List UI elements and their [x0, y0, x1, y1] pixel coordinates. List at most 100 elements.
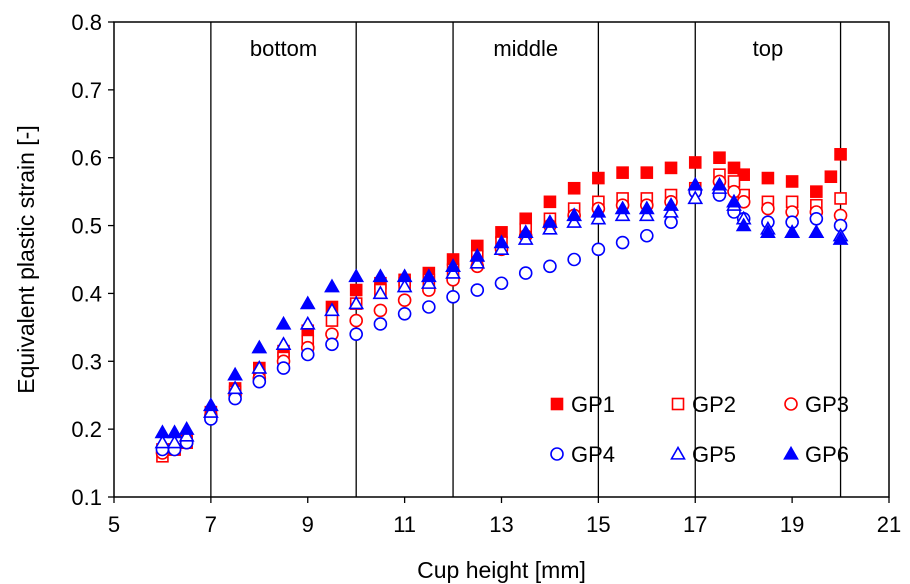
series-gp5 [154, 180, 849, 449]
y-tick-label: 0.5 [71, 214, 102, 239]
data-point [517, 231, 534, 245]
data-point [469, 247, 486, 262]
data-point [518, 266, 533, 280]
data-point [252, 374, 267, 389]
data-point [349, 327, 363, 341]
data-point [664, 161, 678, 175]
data-point [713, 151, 726, 165]
data-point [687, 176, 704, 191]
x-tick-label: 17 [683, 512, 707, 537]
data-point [299, 315, 316, 330]
data-point [726, 193, 742, 208]
data-point [166, 424, 183, 439]
data-point [349, 283, 363, 297]
data-point [324, 302, 340, 317]
legend-label: GP3 [805, 392, 849, 417]
data-point [445, 258, 461, 272]
data-point [616, 166, 629, 179]
data-point [420, 268, 437, 283]
data-point [373, 303, 388, 318]
legend-label: GP1 [571, 392, 615, 417]
data-point [834, 192, 847, 205]
data-point [227, 366, 243, 381]
data-point [372, 285, 389, 300]
y-tick-label: 0.6 [71, 146, 102, 171]
data-point [275, 315, 292, 330]
data-point [299, 295, 316, 310]
data-point [251, 359, 268, 374]
data-point [566, 207, 583, 222]
data-point [202, 404, 219, 418]
data-point [494, 276, 509, 291]
data-point [422, 300, 436, 314]
data-point [154, 424, 171, 439]
data-point [276, 361, 291, 375]
data-point [834, 148, 847, 161]
data-point [227, 380, 243, 395]
legend-item: GP5 [670, 442, 736, 467]
data-point [832, 231, 849, 245]
data-point [228, 391, 242, 406]
data-point [348, 295, 365, 310]
data-point [202, 397, 219, 412]
legend-item: GP2 [671, 392, 736, 417]
data-point [808, 224, 825, 239]
data-point [711, 176, 728, 191]
data-point [784, 224, 801, 239]
legend-item: GP4 [550, 442, 615, 467]
data-point [727, 161, 741, 175]
x-tick-label: 15 [586, 512, 610, 537]
y-tick-label: 0.4 [71, 281, 102, 306]
data-point [324, 278, 340, 293]
region-labels: bottom middle top [250, 36, 783, 61]
data-point [687, 190, 704, 205]
data-point [166, 434, 183, 449]
y-tick-label: 0.3 [71, 349, 102, 374]
data-point [638, 207, 655, 222]
data-point [517, 224, 534, 239]
data-point [543, 195, 557, 209]
x-axis-ticks: 5 7 9 11 13 15 17 19 21 [108, 497, 901, 537]
data-point [567, 181, 581, 195]
region-label: middle [493, 36, 558, 61]
data-point [420, 275, 437, 289]
data-point [615, 235, 630, 250]
legend-label: GP4 [571, 442, 615, 467]
x-tick-label: 5 [108, 512, 120, 537]
legend-marker [670, 445, 686, 460]
y-axis-title: Equivalent plastic strain [-] [13, 125, 39, 393]
data-point [373, 317, 388, 331]
data-point [349, 313, 363, 328]
data-point [519, 212, 533, 226]
data-point [638, 200, 655, 215]
data-point [445, 264, 461, 279]
y-tick-label: 0.8 [71, 10, 102, 35]
x-axis-title: Cup height [mm] [417, 557, 586, 583]
legend-marker [783, 445, 799, 460]
data-point [590, 203, 607, 218]
legend-item: GP1 [550, 392, 615, 417]
data-point [640, 166, 654, 179]
x-tick-label: 19 [780, 512, 804, 537]
x-tick-label: 9 [302, 512, 314, 537]
x-tick-label: 7 [205, 512, 217, 537]
data-point [348, 268, 365, 283]
x-tick-label: 11 [393, 512, 416, 537]
legend-marker [671, 397, 685, 411]
legend-label: GP2 [692, 392, 736, 417]
data-point [664, 215, 678, 229]
data-point [542, 214, 558, 228]
y-tick-label: 0.7 [71, 78, 102, 103]
series-layer [154, 148, 849, 463]
data-point [470, 283, 485, 297]
data-point [737, 168, 750, 181]
legend-marker [784, 397, 798, 411]
data-point [688, 156, 702, 169]
data-point [397, 293, 412, 308]
data-point [275, 336, 292, 350]
data-point [591, 242, 606, 257]
data-point [640, 228, 654, 243]
data-point [614, 207, 631, 222]
legend-label: GP6 [805, 442, 849, 467]
